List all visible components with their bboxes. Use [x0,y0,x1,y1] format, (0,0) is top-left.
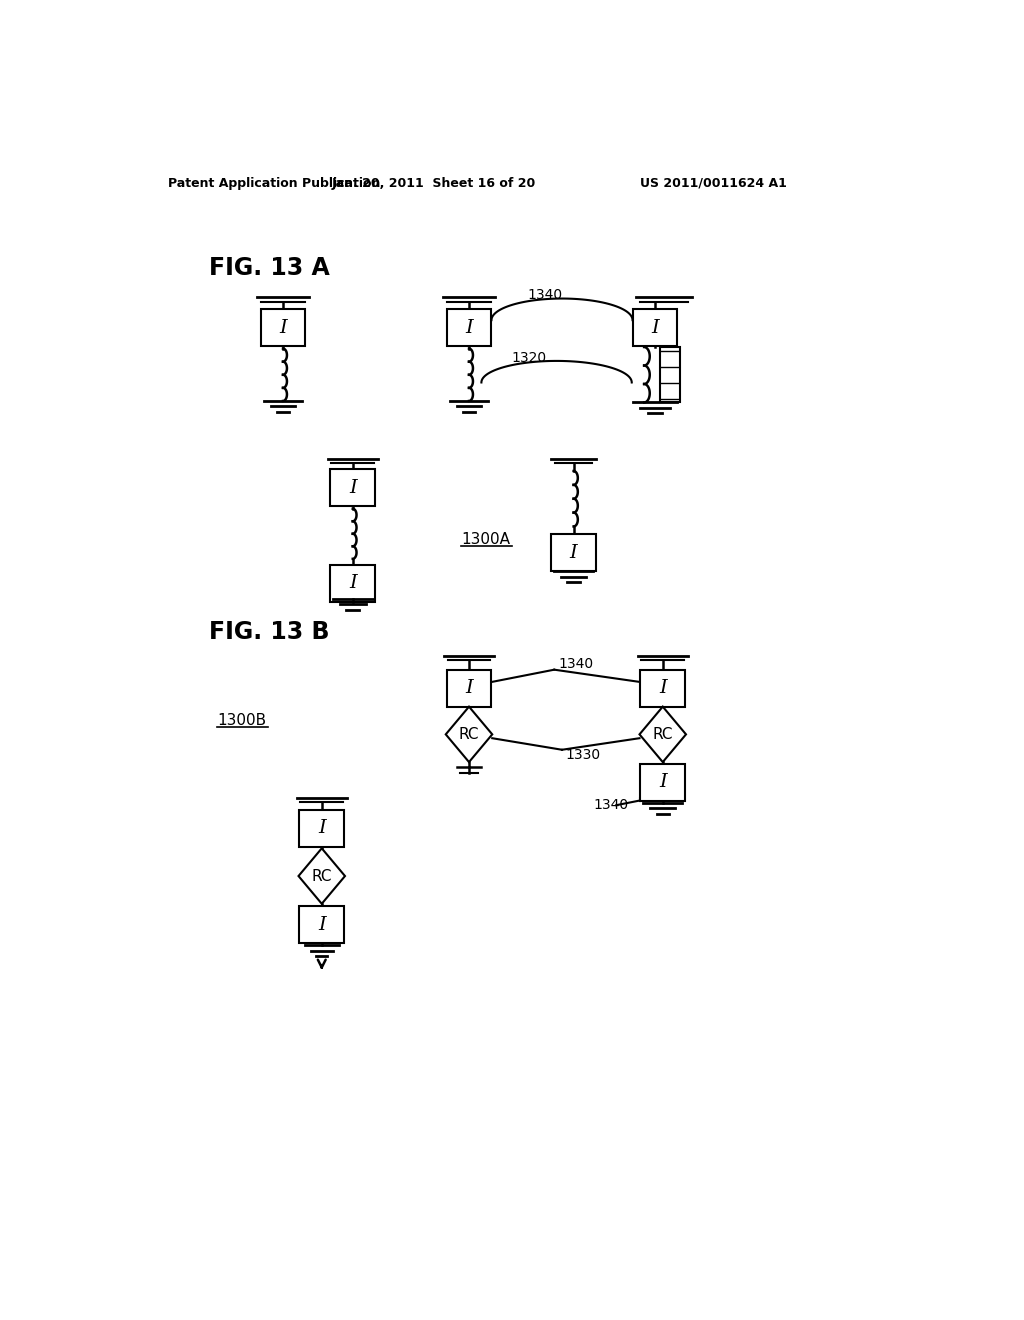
Polygon shape [299,849,345,904]
Text: RC: RC [311,869,332,883]
Bar [446,309,492,346]
Text: US 2011/0011624 A1: US 2011/0011624 A1 [640,177,786,190]
Bar [446,669,492,706]
Bar [331,470,375,507]
Bar [299,810,344,847]
Text: I: I [569,544,578,561]
Text: FIG. 13 A: FIG. 13 A [209,256,330,280]
Text: RC: RC [459,727,479,742]
Text: 1340: 1340 [558,656,593,671]
Bar [640,763,685,800]
Bar [633,309,678,346]
Text: 1320: 1320 [512,351,547,364]
Text: I: I [658,680,667,697]
Text: 1340: 1340 [593,799,628,812]
Text: RC: RC [652,727,673,742]
Text: I: I [349,574,356,593]
Text: I: I [317,820,326,837]
Text: I: I [658,774,667,791]
Bar [299,906,344,942]
Text: I: I [465,680,473,697]
Text: I: I [465,319,473,337]
Bar [260,309,305,346]
Text: I: I [280,319,287,337]
Text: 1340: 1340 [527,289,562,302]
Text: 1330: 1330 [566,748,601,762]
Polygon shape [640,706,686,762]
Text: I: I [651,319,658,337]
Text: I: I [349,479,356,496]
Text: Jan. 20, 2011  Sheet 16 of 20: Jan. 20, 2011 Sheet 16 of 20 [332,177,537,190]
Text: 1300A: 1300A [461,532,510,546]
Text: Patent Application Publication: Patent Application Publication [168,177,381,190]
Polygon shape [445,706,493,762]
Bar [551,535,596,572]
Bar [331,565,375,602]
Text: I: I [317,916,326,933]
Text: FIG. 13 B: FIG. 13 B [209,620,330,644]
Bar [640,669,685,706]
Bar [659,347,680,403]
Text: 1300B: 1300B [217,713,266,729]
